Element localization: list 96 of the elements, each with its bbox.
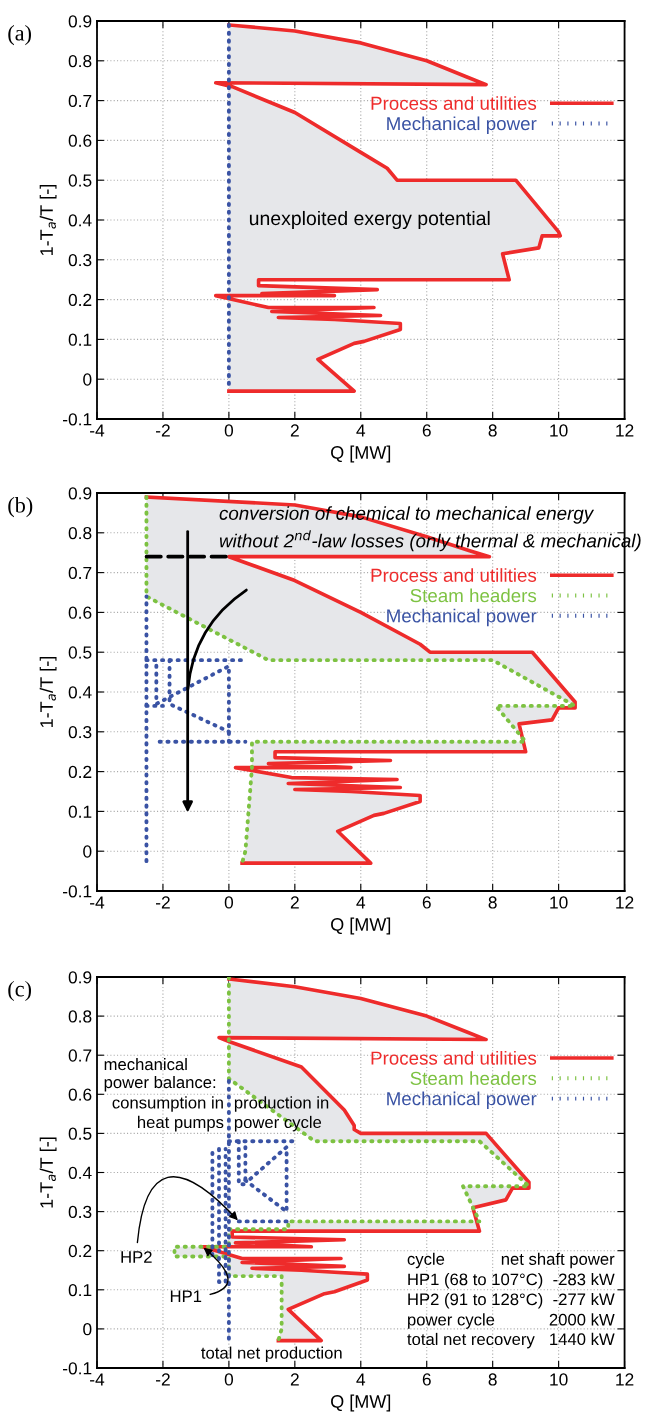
annotation: total net recovery	[407, 1332, 535, 1349]
y-tick-label: 0.8	[68, 54, 92, 68]
y-tick-label: 0.4	[68, 1166, 92, 1179]
x-tick-label: 12	[616, 424, 634, 437]
chart-title: (a)	[8, 24, 31, 46]
x-tick-label: 6	[422, 424, 431, 437]
x-axis-title: Q [MW]	[331, 917, 391, 935]
annotation: consumption in	[112, 1096, 223, 1112]
y-tick-label: 0	[83, 373, 92, 386]
y-tick-label: -0.1	[63, 885, 92, 898]
y-tick-label: 0.5	[68, 1127, 92, 1140]
legend-label: Process and utilities	[371, 96, 537, 110]
x-tick-label: 10	[550, 1373, 568, 1386]
annotation: 2000 kW	[549, 1313, 615, 1326]
y-tick-label: 0.7	[68, 1049, 92, 1062]
chart-title: (c)	[8, 980, 31, 1002]
y-tick-label: 0.7	[68, 94, 92, 108]
x-tick-label: 0	[224, 1373, 234, 1386]
y-tick-label: 0	[83, 1323, 92, 1336]
y-tick-label: 0.3	[68, 253, 92, 267]
x-tick-label: 4	[356, 1373, 366, 1386]
annotation: power cycle	[234, 1115, 322, 1132]
y-tick-label: -0.1	[63, 1362, 92, 1375]
x-axis-title: Q [MW]	[331, 445, 391, 463]
x-tick-label: 4	[356, 424, 366, 437]
y-tick-label: 0.1	[68, 1283, 92, 1297]
annotation: -277 kW	[553, 1292, 615, 1306]
y-axis-title: 1-T$_{a}$/T [-]	[39, 185, 57, 256]
x-tick-label: 0	[224, 424, 234, 437]
y-tick-label: 0.8	[68, 1010, 92, 1023]
annotation: -283 kW	[553, 1273, 615, 1286]
x-tick-label: 4	[356, 896, 366, 909]
annotation: HP2 (91 to 128°C)	[408, 1292, 543, 1309]
y-tick-label: 0.6	[68, 134, 92, 147]
annotation: production in	[234, 1096, 329, 1112]
y-tick-label: 0.5	[68, 174, 92, 187]
y-tick-label: 0.7	[68, 566, 92, 580]
y-tick-label: 0.1	[68, 333, 92, 346]
x-tick-label: -4	[90, 424, 105, 437]
legend-label: Mechanical power	[387, 116, 537, 134]
legend-label: Mechanical power	[387, 608, 537, 627]
x-tick-label: 6	[422, 896, 431, 909]
annotation: HP1	[170, 1290, 202, 1302]
y-axis-title: 1-T$_{a}$/T [-]	[39, 1137, 57, 1208]
y-tick-label: 0.9	[68, 15, 92, 28]
x-axis-title: Q [MW]	[331, 1394, 391, 1412]
y-tick-label: 0.3	[68, 725, 92, 739]
x-tick-label: 2	[290, 896, 299, 909]
y-tick-label: 0.2	[68, 293, 92, 307]
x-tick-label: 2	[290, 1373, 299, 1386]
x-tick-label: -4	[90, 1373, 105, 1386]
x-tick-label: -2	[156, 896, 170, 909]
y-tick-label: 0	[83, 845, 92, 858]
x-tick-label: 8	[488, 424, 497, 437]
legend-label: Process and utilities	[371, 1050, 537, 1065]
x-tick-label: 10	[550, 896, 568, 909]
y-tick-label: 0.2	[68, 1244, 92, 1258]
legend-label: Mechanical power	[387, 1091, 537, 1110]
legend-label: Process and utilities	[371, 568, 537, 582]
annotation: HP2	[121, 1251, 152, 1263]
annotation: total net production	[201, 1346, 342, 1363]
legend-label: Steam headers	[410, 588, 537, 603]
annotation: 1440 kW	[550, 1332, 615, 1346]
annotation: unexploited exergy potential	[249, 210, 490, 230]
x-tick-label: 12	[616, 1373, 634, 1386]
y-tick-label: -0.1	[63, 413, 92, 426]
y-tick-label: 0.1	[68, 805, 92, 818]
annotation: cycle	[407, 1252, 445, 1269]
annotation: heat pumps	[138, 1115, 224, 1132]
x-tick-label: -2	[156, 424, 170, 437]
x-tick-label: 8	[488, 1373, 497, 1386]
chart-title: (b)	[8, 496, 33, 518]
y-tick-label: 0.6	[68, 606, 92, 619]
y-tick-label: 0.5	[68, 646, 92, 659]
x-tick-label: 6	[422, 1373, 431, 1386]
x-tick-label: 2	[290, 424, 299, 437]
annotation: mechanical power balance:	[104, 1058, 216, 1092]
x-tick-label: 0	[224, 896, 234, 909]
y-tick-label: 0.8	[68, 526, 92, 540]
y-tick-label: 0.4	[68, 214, 92, 227]
annotation: power cycle	[408, 1313, 495, 1329]
x-tick-label: -4	[90, 896, 105, 909]
y-tick-label: 0.6	[68, 1088, 92, 1101]
x-tick-label: 8	[488, 896, 497, 909]
y-tick-label: 0.3	[68, 1205, 92, 1219]
y-tick-label: 0.9	[68, 971, 92, 984]
x-tick-label: 10	[550, 424, 568, 437]
y-tick-label: 0.2	[68, 765, 92, 779]
y-tick-label: 0.4	[68, 686, 92, 699]
annotation: net shaft power	[501, 1252, 615, 1269]
annotation: HP1 (68 to 107°C)	[408, 1273, 543, 1289]
x-tick-label: -2	[156, 1373, 170, 1386]
y-tick-label: 0.9	[68, 487, 92, 500]
y-axis-title: 1-T$_{a}$/T [-]	[39, 657, 57, 728]
x-tick-label: 12	[616, 896, 634, 909]
legend-label: Steam headers	[410, 1071, 537, 1086]
